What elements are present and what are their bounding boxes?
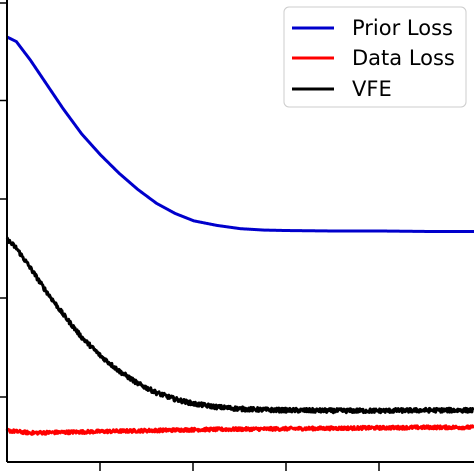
legend-label-data-loss: Data Loss [352,46,455,70]
series-line-vfe [5,236,474,415]
legend-label-prior-loss: Prior Loss [352,16,453,40]
series-line-data-loss [5,424,474,436]
series-layer [5,35,474,436]
legend: Prior Loss Data Loss VFE [283,6,467,108]
legend-label-vfe: VFE [352,77,392,101]
legend-frame [283,6,467,108]
series-line-prior-loss [6,35,474,233]
